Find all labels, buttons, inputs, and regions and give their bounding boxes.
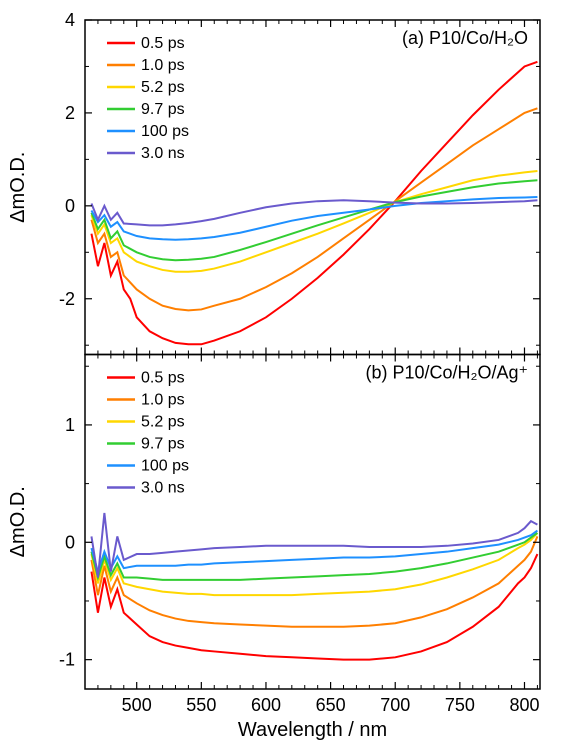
- legend-label: 100 ps: [141, 123, 189, 140]
- xtick-label: 800: [509, 695, 539, 715]
- xtick-label: 750: [445, 695, 475, 715]
- chart-container: -2 0 2 4 (a) P10/Co/H₂O 0.5 ps 1.0 ps 5.2 ps 9.7…: [0, 0, 565, 754]
- ytick-label: 2: [65, 103, 75, 123]
- legend-label: 5.2 ps: [141, 414, 185, 431]
- legend-label: 5.2 ps: [141, 79, 185, 96]
- xtick-label: 550: [186, 695, 216, 715]
- ytick-label: 4: [65, 10, 75, 30]
- panel-title-b: (b) P10/Co/H₂O/Ag⁺: [365, 363, 528, 383]
- legend-label: 3.0 ns: [141, 480, 185, 497]
- legend-label: 1.0 ps: [141, 392, 185, 409]
- ytick-label: 0: [65, 196, 75, 216]
- y-axis-label: ΔmO.D.: [7, 152, 29, 223]
- legend-label: 9.7 ps: [141, 101, 185, 118]
- panel-title-a: (a) P10/Co/H₂O: [402, 28, 528, 48]
- xtick-label: 650: [316, 695, 346, 715]
- legend-label: 0.5 ps: [141, 370, 185, 387]
- y-axis-label: ΔmO.D.: [7, 486, 29, 557]
- ytick-label: 0: [65, 532, 75, 552]
- xtick-label: 500: [122, 695, 152, 715]
- ytick-label: -2: [59, 289, 75, 309]
- legend-label: 9.7 ps: [141, 436, 185, 453]
- legend-label: 3.0 ns: [141, 145, 185, 162]
- xtick-label: 600: [251, 695, 281, 715]
- ytick-label: 1: [65, 415, 75, 435]
- legend-label: 1.0 ps: [141, 57, 185, 74]
- xtick-label: 700: [380, 695, 410, 715]
- x-axis-label: Wavelength / nm: [238, 719, 387, 741]
- legend-label: 100 ps: [141, 458, 189, 475]
- ytick-label: -1: [59, 650, 75, 670]
- legend-label: 0.5 ps: [141, 35, 185, 52]
